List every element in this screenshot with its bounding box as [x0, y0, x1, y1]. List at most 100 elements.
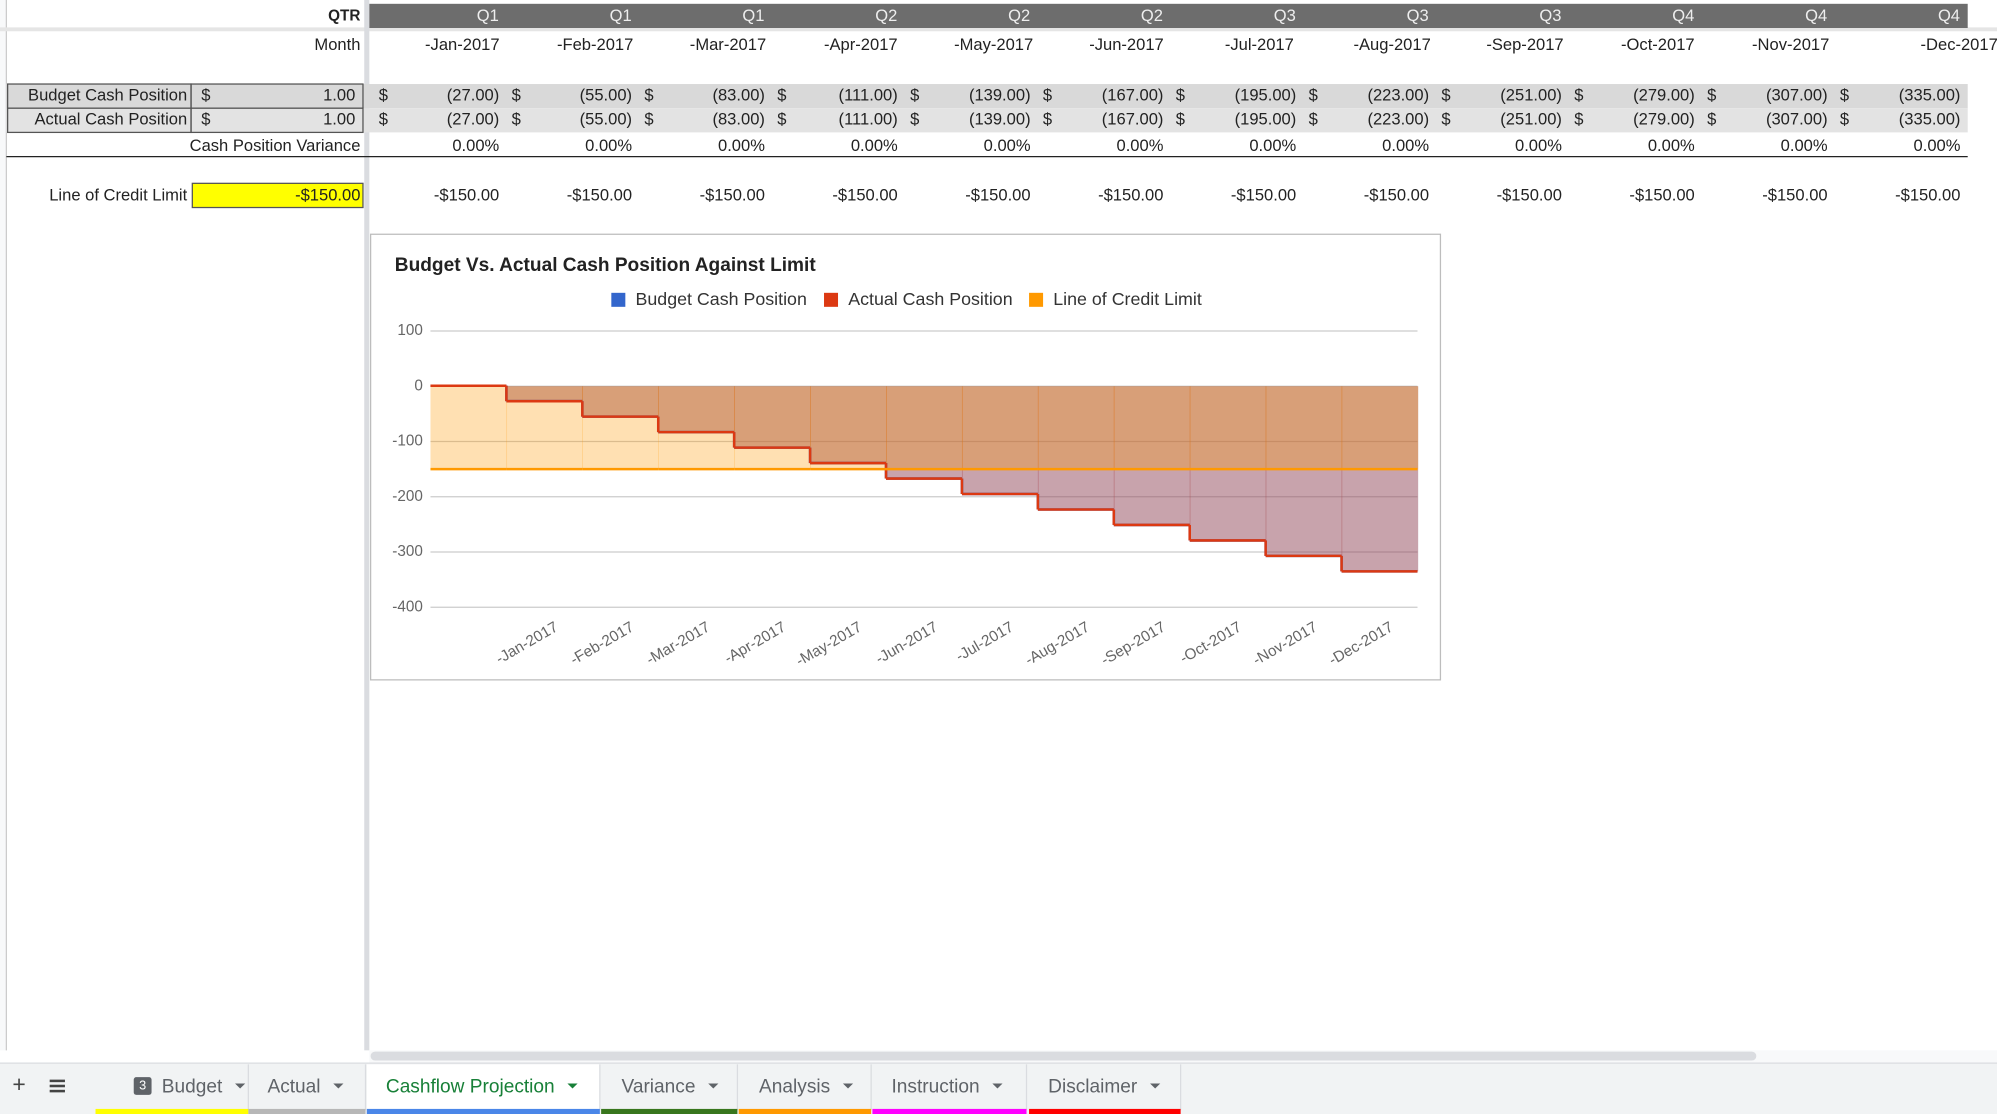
step-area: [582, 386, 659, 470]
credit-value: -$150.00: [1497, 185, 1562, 204]
cell-value: (251.00): [1500, 85, 1562, 104]
step-area: [734, 386, 811, 470]
credit-value: -$150.00: [1895, 185, 1960, 204]
currency: $: [644, 85, 653, 104]
currency: $: [777, 85, 786, 104]
step-area: [886, 386, 963, 479]
step-area: [1037, 386, 1115, 470]
tab-badge-box: [133, 1077, 152, 1095]
tab-name: Budget: [162, 1076, 223, 1097]
legend-label: Budget Cash Position: [636, 289, 807, 309]
step-area: [961, 386, 1039, 495]
currency: $: [1043, 110, 1052, 129]
row-label: Actual Cash Position: [35, 110, 188, 129]
legend-label: Line of Credit Limit: [1053, 289, 1202, 309]
cell-value: (27.00): [447, 110, 499, 129]
add-sheet[interactable]: +: [12, 1071, 25, 1097]
currency: $: [512, 110, 521, 129]
chart-frame[interactable]: [369, 233, 1442, 681]
credit-value: -$150.00: [965, 185, 1030, 204]
step-area: [1189, 386, 1267, 541]
sheet-tab[interactable]: Instruction: [872, 1064, 1028, 1114]
scrollbar-thumb[interactable]: [370, 1051, 1757, 1061]
currency: $: [1176, 110, 1185, 129]
step-area: [1265, 386, 1343, 556]
sheet-tab[interactable]: Actual: [248, 1064, 367, 1114]
cell-value: (139.00): [969, 110, 1031, 129]
legend-swatch: [611, 292, 626, 307]
currency: $: [1309, 110, 1318, 129]
tab-bar: [0, 1063, 1997, 1114]
credit-value: -$150.00: [832, 185, 897, 204]
tab-dropdown: [567, 1083, 578, 1089]
start-value: 1.00: [323, 110, 355, 129]
tab-name: Disclaimer: [1048, 1076, 1138, 1097]
menu-bar: [49, 1084, 65, 1088]
sheet-tab[interactable]: Disclaimer: [1029, 1064, 1182, 1114]
step-area: [1037, 386, 1115, 510]
credit-value: -$150.00: [1098, 185, 1163, 204]
variance-value: 0.00%: [1648, 136, 1695, 155]
quarter: Q1: [610, 6, 632, 25]
step-area: [430, 386, 508, 470]
cell-value: (167.00): [1102, 85, 1164, 104]
cell-value: (83.00): [712, 110, 764, 129]
step-area: [1265, 386, 1343, 470]
freeze-column: [364, 0, 370, 1051]
month: -Apr-2017: [824, 35, 898, 54]
all-sheets[interactable]: [49, 1079, 65, 1093]
quarter: Q2: [875, 6, 897, 25]
variance-value: 0.00%: [1249, 136, 1296, 155]
tab-name: Variance: [622, 1076, 696, 1097]
tab-badge: 3: [139, 1077, 146, 1092]
y-tick-label: 100: [397, 322, 422, 339]
currency: $: [1840, 85, 1849, 104]
month: -May-2017: [954, 35, 1033, 54]
credit-limit: -$150.00: [295, 185, 360, 204]
step-area: [506, 386, 583, 402]
row-label: Budget Cash Position: [28, 85, 187, 104]
step-area: [658, 386, 735, 470]
y-tick-label: -100: [392, 433, 423, 450]
step-area: [1113, 386, 1191, 525]
sheet-tab[interactable]: Analysis: [738, 1064, 872, 1114]
step-area: [1341, 386, 1419, 572]
qtr-label: QTR: [328, 8, 360, 25]
menu-bar: [49, 1079, 65, 1083]
step-area: [1341, 386, 1419, 572]
quarter-header: [369, 3, 1968, 29]
tab-name: Analysis: [759, 1076, 830, 1097]
cell-value: (55.00): [580, 85, 632, 104]
y-tick-label: -400: [392, 598, 423, 615]
tab-color: [366, 1108, 600, 1114]
variance-value: 0.00%: [585, 136, 632, 155]
variance-value: 0.00%: [452, 136, 499, 155]
sheet-tab[interactable]: Cashflow Projection: [366, 1064, 601, 1114]
cell-value: (111.00): [839, 110, 898, 129]
cell-value: (307.00): [1766, 110, 1828, 129]
quarter: Q2: [1008, 6, 1030, 25]
variance-value: 0.00%: [1914, 136, 1961, 155]
cell-value: (139.00): [969, 85, 1031, 104]
quarter: Q4: [1805, 6, 1827, 25]
quarter: Q3: [1407, 6, 1429, 25]
variance-value: 0.00%: [984, 136, 1031, 155]
cell-value: (335.00): [1899, 110, 1961, 129]
currency: $: [1840, 110, 1849, 129]
credit-value: -$150.00: [1762, 185, 1827, 204]
chart-title: Budget Vs. Actual Cash Position Against …: [395, 255, 817, 276]
cell-value: (195.00): [1235, 110, 1297, 129]
currency: $: [1574, 110, 1583, 129]
sheet-tab[interactable]: 3 Budget: [95, 1064, 249, 1114]
currency: $: [910, 110, 919, 129]
month: -Jul-2017: [1225, 35, 1294, 54]
credit-value: -$150.00: [567, 185, 632, 204]
start-cell: [190, 107, 364, 134]
tab-name: Actual: [267, 1076, 320, 1097]
variance-value: 0.00%: [1781, 136, 1828, 155]
quarter: Q3: [1274, 6, 1296, 25]
currency: $: [1574, 85, 1583, 104]
step-area: [1113, 386, 1191, 470]
sheet-tab[interactable]: Variance: [601, 1064, 739, 1114]
